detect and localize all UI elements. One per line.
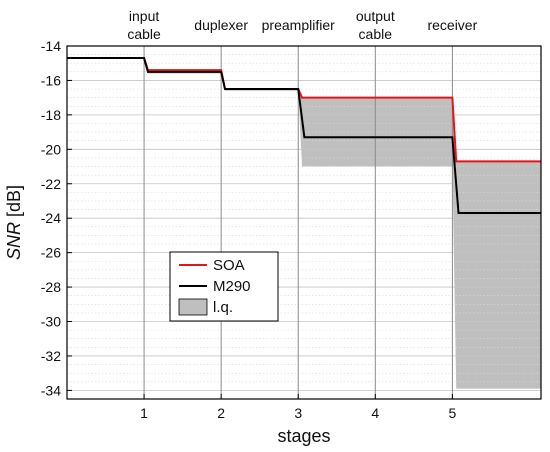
y-tick-label: -28 [41,279,61,295]
lq-band [144,58,541,389]
y-axis-title: SNR [dB] [4,185,24,260]
y-tick-label: -14 [41,38,61,54]
x-tick-label: 1 [140,405,148,421]
y-tick-label: -22 [41,176,61,192]
stage-label: preamplifier [262,17,335,33]
series-line-m290 [67,57,541,215]
stage-labels-layer: input cable duplexer preamplifier output cabl… [127,8,477,42]
x-tick-label: 5 [448,405,456,421]
lq-band-layer [144,58,541,389]
x-tick-label: 4 [371,405,379,421]
stage-label: cable [359,26,393,42]
stage-label: input [129,8,159,24]
stage-label: output [356,8,395,24]
y-tick-label: -32 [41,348,61,364]
stage-label: cable [127,26,161,42]
legend-swatch-lq [178,298,208,316]
legend-label: SOA [213,257,245,274]
legend-label: l.q. [213,299,233,316]
y-axis-title-unit: [dB] [4,185,24,222]
series-layer [67,57,541,215]
y-tick-label: -20 [41,141,61,157]
ticks-layer: -14 -16 -18 -20 -22 -24 -26 -28 -30 -32 -34 1 2 3 4 5 [41,38,457,421]
grid-layer [67,45,541,400]
legend: SOA M290 l.q. [169,251,279,322]
plot-frame [66,45,542,400]
x-axis-title: stages [277,426,330,446]
stage-label: duplexer [194,17,248,33]
x-tick-label: 3 [294,405,302,421]
legend-label: M290 [213,278,251,295]
y-tick-label: -26 [41,245,61,261]
stage-label: receiver [427,17,477,33]
y-axis-title-snr: SNR [4,222,24,260]
y-tick-label: -34 [41,382,61,398]
y-tick-label: -16 [41,72,61,88]
x-tick-label: 2 [217,405,225,421]
y-tick-label: -18 [41,107,61,123]
y-tick-label: -30 [41,314,61,330]
y-tick-label: -24 [41,210,61,226]
